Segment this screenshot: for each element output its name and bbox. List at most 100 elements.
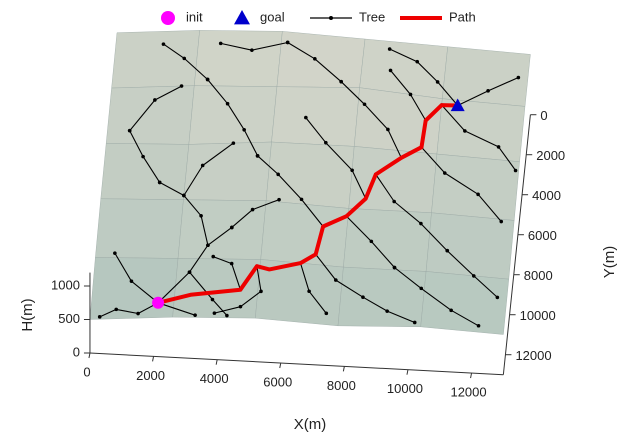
tree-node: [239, 305, 243, 309]
legend-label: init: [186, 9, 203, 24]
y-tick-label: 4000: [532, 188, 561, 203]
tree-node: [443, 171, 447, 175]
tree-node: [188, 270, 192, 274]
y-tick-label: 12000: [515, 348, 551, 363]
tree-node: [436, 80, 440, 84]
tree-node: [514, 169, 518, 173]
surface-patch: [277, 31, 365, 87]
z-tick-label: 500: [58, 311, 80, 326]
tree-node: [158, 181, 162, 185]
tree-node: [230, 226, 234, 230]
tree-node: [476, 193, 480, 197]
tree-node: [409, 93, 413, 97]
surface-patch: [90, 257, 178, 319]
x-tick-label: 10000: [387, 381, 423, 396]
tree-node: [472, 274, 476, 278]
surface-patch: [338, 267, 426, 327]
tree-node: [256, 154, 260, 158]
x-tick: [153, 356, 154, 361]
surface-patch: [112, 30, 200, 88]
tree-node: [242, 128, 246, 132]
tree-node: [386, 128, 390, 132]
chart: 0200040006000800010000120000200040006000…: [0, 0, 637, 445]
tree-node: [213, 311, 217, 315]
x-tick-label: 0: [83, 364, 90, 379]
tree-node: [277, 198, 281, 202]
tree-node: [286, 41, 290, 45]
legend-label: Path: [449, 9, 476, 24]
tree-node: [114, 308, 118, 312]
x-tick: [89, 353, 90, 358]
tree-node: [206, 243, 210, 247]
tree-node: [419, 222, 423, 226]
surface-patch: [354, 88, 442, 154]
legend: init goal Tree Path: [161, 9, 476, 25]
x-axis-label: X(m): [294, 416, 327, 433]
tree-node: [211, 255, 215, 259]
tree-node: [232, 141, 236, 145]
surface-patch: [261, 201, 349, 267]
z-axis-label: H(m): [19, 298, 36, 331]
tree-node: [162, 42, 166, 46]
tree-node: [304, 116, 308, 120]
x-tick-label: 12000: [450, 384, 486, 399]
tree-node: [370, 240, 374, 244]
y-tick-label: 10000: [520, 308, 556, 323]
tree-node: [128, 129, 132, 133]
x-tick-label: 6000: [263, 374, 292, 389]
z-tick-label: 1000: [51, 277, 80, 292]
y-tick-label: 6000: [528, 228, 557, 243]
surface-patch: [173, 258, 261, 318]
x-tick-label: 2000: [136, 368, 165, 383]
y-axis-label: Y(m): [601, 246, 618, 279]
tree-node: [230, 262, 234, 266]
y-tick-label: 0: [540, 108, 547, 123]
init-marker: [152, 297, 164, 309]
surface-patch: [343, 208, 431, 271]
legend-label: Tree: [359, 9, 385, 24]
surface-patch: [421, 271, 509, 334]
surface-patch: [183, 142, 271, 201]
x-tick-label: 8000: [327, 378, 356, 393]
tree-node: [201, 164, 205, 168]
tree-node: [334, 278, 338, 282]
tree-node: [130, 279, 134, 283]
legend-label: goal: [260, 9, 285, 24]
surface-patch: [272, 87, 360, 147]
surface-patch: [437, 99, 525, 162]
surface-patch: [431, 154, 519, 220]
tree-node: [141, 155, 145, 159]
tree-node: [226, 102, 230, 106]
tree-node: [496, 296, 500, 300]
tree-node: [199, 214, 203, 218]
tree-node: [324, 141, 328, 145]
x-tick: [343, 366, 344, 371]
tree-node: [339, 80, 343, 84]
tree-node: [463, 129, 467, 133]
tree-node: [517, 76, 521, 80]
legend-dot: [329, 16, 333, 20]
tree-node: [486, 89, 490, 93]
tree-node: [182, 57, 186, 61]
tree-node: [113, 251, 117, 255]
tree-node: [361, 295, 365, 299]
tree-node: [388, 47, 392, 51]
tree-node: [392, 200, 396, 204]
tree-node: [363, 102, 367, 106]
tree-node: [499, 220, 503, 224]
tree-node: [136, 312, 140, 316]
tree-node: [206, 78, 210, 82]
z-tick-label: 0: [73, 344, 80, 359]
tree-node: [445, 249, 449, 253]
x-tick: [280, 363, 281, 368]
x-tick: [216, 360, 217, 365]
tree-node: [307, 289, 311, 293]
tree-node: [211, 298, 215, 302]
tree-node: [415, 60, 419, 64]
surface-patch: [189, 86, 277, 145]
x-tick: [407, 370, 408, 375]
tree-node: [182, 194, 186, 198]
tree-node: [276, 173, 280, 177]
tree-node: [313, 57, 317, 61]
x-tick-label: 4000: [200, 371, 229, 386]
